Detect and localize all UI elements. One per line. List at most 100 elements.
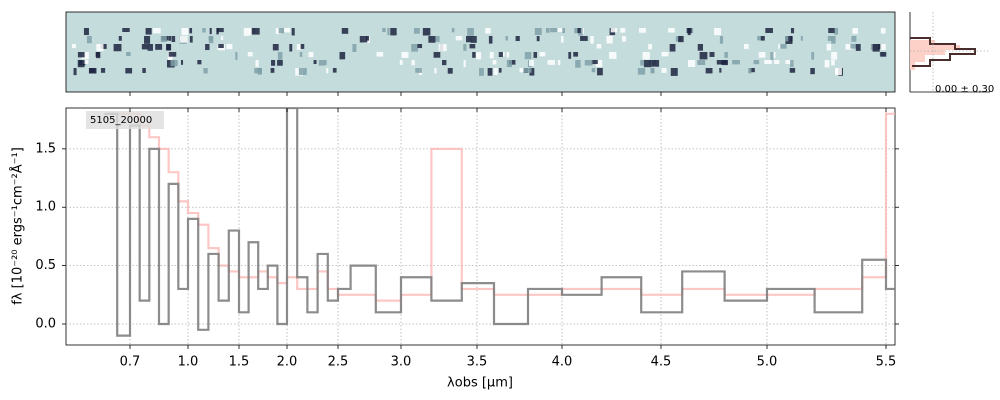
streak	[550, 28, 557, 33]
x-tick-label: 5.5	[876, 355, 897, 370]
streak	[831, 36, 836, 44]
streak	[255, 60, 259, 67]
streak	[313, 60, 317, 65]
streak	[880, 52, 887, 57]
streak	[686, 28, 692, 34]
streak	[455, 36, 463, 41]
streak	[209, 28, 212, 35]
streak	[359, 36, 368, 43]
streak	[637, 68, 646, 75]
streak	[299, 52, 303, 57]
streak	[709, 52, 715, 57]
streak	[125, 68, 133, 74]
streak	[790, 60, 794, 68]
streak	[714, 28, 722, 36]
streak	[502, 52, 505, 57]
annotation: 5105_20000	[90, 115, 152, 126]
streak	[83, 28, 89, 36]
streak	[779, 44, 787, 49]
streak	[326, 68, 329, 74]
streak	[472, 52, 476, 58]
x-tick-label: 2.0	[277, 355, 298, 370]
streak	[476, 52, 482, 60]
streak	[834, 28, 839, 35]
streak	[562, 28, 566, 34]
streak	[757, 36, 763, 41]
streak	[509, 60, 516, 65]
streak	[181, 60, 184, 65]
streak	[743, 44, 749, 49]
streak	[697, 60, 706, 65]
streak	[574, 28, 579, 34]
streak	[411, 60, 415, 66]
spectrum-2d-streaks	[72, 28, 887, 76]
streak	[719, 68, 722, 73]
streak	[205, 44, 210, 51]
streak	[595, 60, 603, 67]
streak	[88, 68, 97, 74]
streak	[748, 68, 752, 74]
streak	[202, 28, 206, 33]
streak	[118, 36, 122, 41]
streak	[753, 60, 760, 65]
streak	[519, 68, 524, 73]
streak	[760, 36, 765, 41]
streak	[590, 36, 594, 44]
y-tick-label: 0.5	[35, 258, 56, 273]
streak	[705, 68, 713, 74]
streak	[141, 44, 148, 50]
streak	[387, 28, 390, 36]
hist-step	[910, 37, 976, 67]
streak	[413, 28, 420, 34]
streak	[557, 60, 561, 66]
streak	[296, 44, 301, 50]
streak	[558, 28, 565, 33]
streak	[221, 36, 224, 41]
hist-label: 0.00 ± 0.30	[935, 84, 994, 95]
streak	[277, 60, 283, 66]
streak	[534, 28, 542, 35]
streak	[765, 28, 773, 33]
streak	[824, 60, 830, 68]
streak	[365, 36, 369, 41]
streak	[835, 68, 842, 76]
streak	[811, 52, 815, 60]
streak	[770, 52, 774, 60]
streak	[539, 52, 546, 57]
plot-area	[66, 108, 895, 345]
streak	[699, 52, 708, 60]
x-tick-label: 2.5	[328, 355, 349, 370]
streak	[749, 68, 755, 73]
streak	[181, 28, 189, 36]
streak	[523, 68, 532, 73]
streak	[609, 52, 617, 59]
streak	[515, 36, 520, 42]
y-tick-label: 1.0	[35, 200, 56, 215]
streak	[668, 28, 675, 33]
streak	[774, 60, 780, 65]
streak	[235, 52, 238, 60]
streak	[487, 68, 493, 76]
streak	[678, 36, 684, 43]
streak	[226, 44, 233, 50]
streak	[72, 44, 76, 49]
streak	[524, 52, 532, 60]
streak	[463, 44, 467, 51]
streak	[171, 36, 176, 42]
streak	[81, 52, 89, 60]
streak	[498, 68, 502, 73]
streak	[591, 68, 596, 73]
streak	[417, 44, 423, 49]
streak	[451, 28, 455, 33]
streak	[166, 44, 171, 51]
streak	[248, 28, 252, 36]
streak	[810, 68, 815, 75]
streak	[243, 28, 250, 36]
streak	[547, 60, 555, 65]
streak	[826, 44, 832, 51]
streak	[651, 68, 655, 73]
streak	[479, 68, 484, 76]
streak	[719, 36, 724, 44]
streak	[270, 68, 275, 73]
